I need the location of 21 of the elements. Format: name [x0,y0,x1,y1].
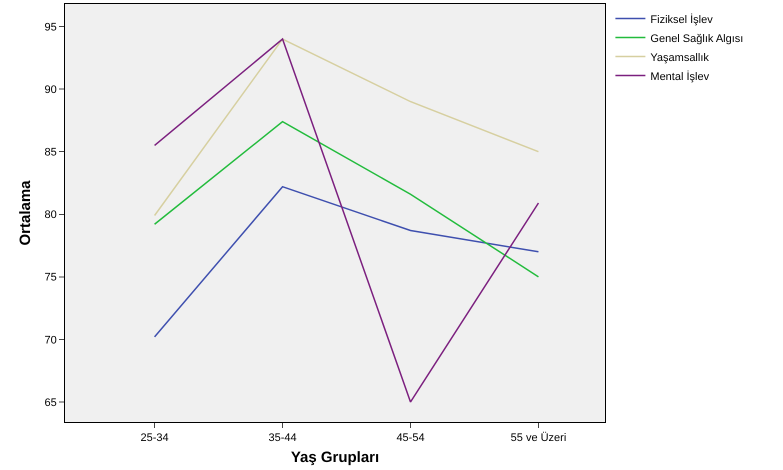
y-tick-label: 65 [44,396,57,409]
legend-label: Genel Sağlık Algısı [650,32,744,45]
y-tick-label: 90 [44,84,57,96]
legend-label: Mental İşlev [650,70,710,83]
legend-label: Yaşamsallık [650,52,710,64]
legend-label: Fiziksel İşlev [650,12,714,26]
x-tick-label: 45-54 [396,432,425,444]
x-tick-label: 35-44 [268,432,297,444]
line-series [154,38,540,216]
y-tick-label: 80 [44,209,57,222]
line-series [154,120,540,278]
y-tick-label: 95 [44,21,57,34]
x-axis-title: Yaş Grupları [290,449,380,466]
line-series [154,38,540,403]
line-series [154,186,540,338]
y-tick-label: 85 [44,146,57,159]
y-tick-label: 70 [44,334,57,346]
y-tick-label: 75 [44,272,57,284]
x-tick-label: 25-34 [140,432,169,444]
x-tick-label: 55 ve Üzeri [510,431,566,444]
y-axis-title: Ortalama [16,180,34,246]
